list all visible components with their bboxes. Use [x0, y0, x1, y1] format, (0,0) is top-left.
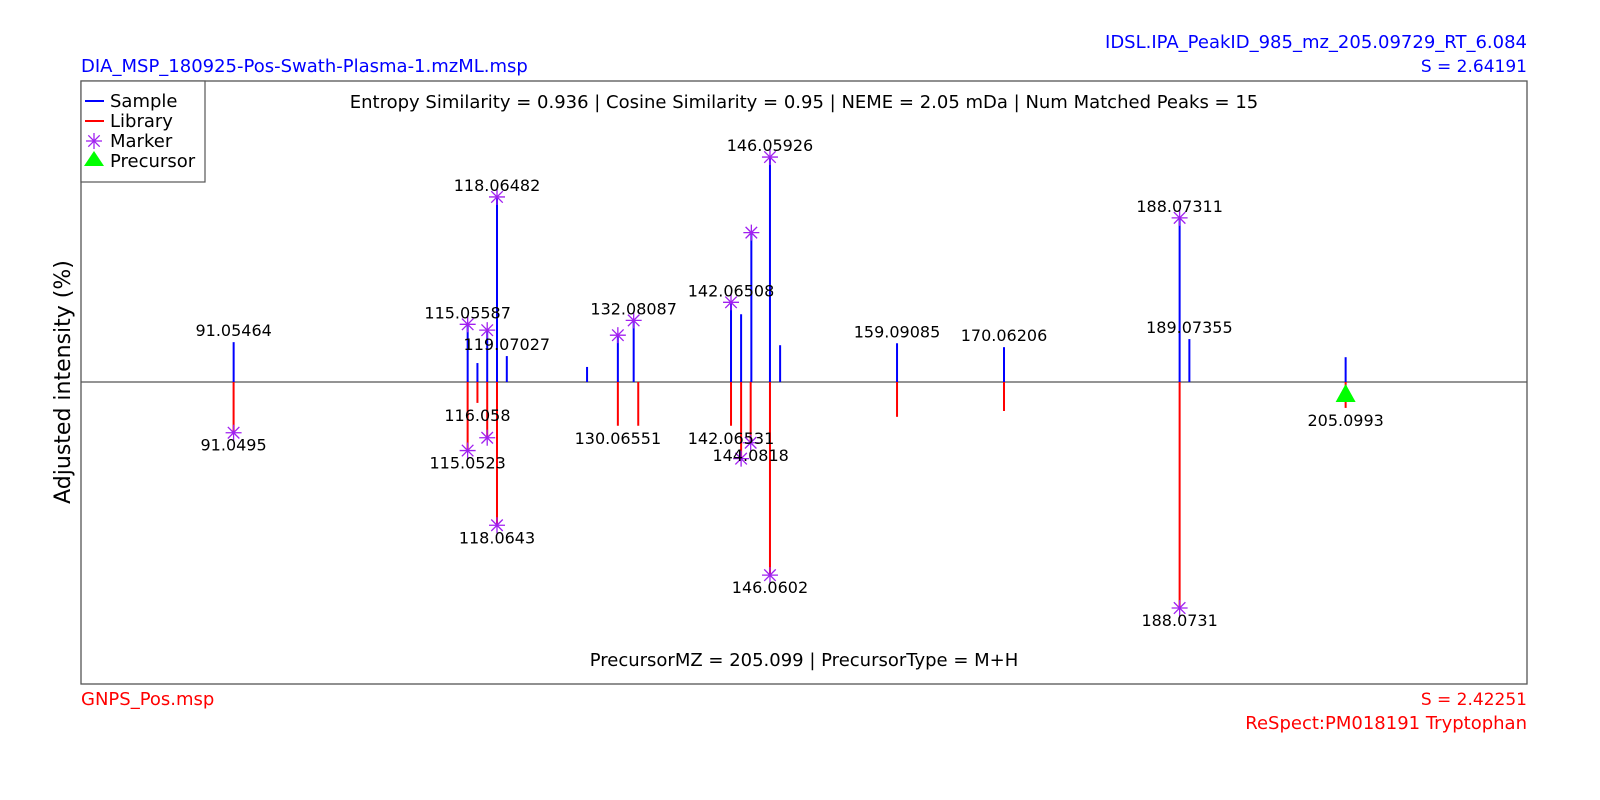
library-peak-marker: [488, 517, 505, 534]
sample-peak-label: 115.05587: [424, 303, 511, 322]
sample-peak-marker: [723, 294, 740, 311]
sample-peak-label: 132.08087: [590, 299, 677, 318]
library-peak-marker: [742, 434, 759, 451]
precursor-info-text: PrecursorMZ = 205.099 | PrecursorType = …: [590, 650, 1019, 671]
library-peak-marker: [1171, 600, 1188, 617]
sample-peak-label: 159.09085: [854, 322, 941, 341]
peaks-layer: [232, 157, 1347, 609]
library-peak-label: 146.0602: [732, 578, 808, 597]
library-peak-label: 130.06551: [575, 429, 662, 448]
sample-peak-marker: [459, 316, 476, 333]
sample-peak-label: 146.05926: [727, 136, 814, 155]
precursor-marker: [1335, 384, 1356, 402]
sample-peak-marker: [743, 224, 760, 241]
bottom-id-text: ReSpect:PM018191 Tryptophan: [1245, 713, 1527, 734]
sample-peak-marker: [489, 188, 506, 205]
legend-precursor-swatch: [84, 151, 104, 166]
library-peak-marker: [479, 429, 496, 446]
bottom-source-text: GNPS_Pos.msp: [81, 689, 214, 710]
library-peak-label: 118.0643: [459, 528, 535, 547]
sample-peak-label: 142.06508: [688, 281, 775, 300]
library-peak-marker: [459, 442, 476, 459]
library-peak-label: 205.0993: [1307, 411, 1383, 430]
legend-marker-label: Marker: [110, 131, 173, 152]
sample-peak-marker: [761, 149, 778, 166]
markers-layer: [225, 149, 1356, 617]
y-axis-label: Adjusted intensity (%): [51, 260, 76, 504]
sample-peak-marker: [1171, 209, 1188, 226]
library-peak-label: 142.06531: [688, 429, 775, 448]
legend-marker-swatch: [86, 133, 102, 149]
library-peak-label: 116.058: [444, 406, 510, 425]
library-peak-marker: [225, 424, 242, 441]
top-id-text: IDSL.IPA_PeakID_985_mz_205.09729_RT_6.08…: [1105, 32, 1527, 53]
sample-peak-label: 118.06482: [454, 176, 541, 195]
sample-peak-marker: [479, 322, 496, 339]
legend-precursor-label: Precursor: [110, 151, 196, 172]
sample-peak-label: 170.06206: [961, 326, 1048, 345]
sample-peak-label: 189.07355: [1146, 318, 1233, 337]
library-peak-marker: [733, 450, 750, 467]
legend-sample-label: Sample: [110, 91, 178, 112]
similarity-text: Entropy Similarity = 0.936 | Cosine Simi…: [350, 92, 1259, 113]
library-peak-label: 115.0523: [429, 454, 505, 473]
library-peak-label: 144.0818: [713, 446, 789, 465]
library-peak-marker: [761, 567, 778, 584]
library-peak-label: 188.0731: [1141, 611, 1217, 630]
sample-peak-marker: [609, 327, 626, 344]
sample-peak-label: 91.05464: [195, 321, 271, 340]
sample-peak-label: 119.07027: [464, 335, 551, 354]
peak-labels-layer: 91.05464 115.05587 118.06482 119.07027 132.0…: [195, 136, 1383, 630]
legend-library-label: Library: [110, 111, 173, 132]
sample-peak-label: 188.07311: [1136, 197, 1223, 216]
top-source-text: DIA_MSP_180925-Pos-Swath-Plasma-1.mzML.m…: [81, 56, 528, 77]
bottom-score-text: S = 2.42251: [1421, 690, 1527, 710]
top-score-text: S = 2.64191: [1421, 57, 1527, 77]
library-peak-label: 91.0495: [201, 436, 267, 455]
sample-peak-marker: [625, 312, 642, 329]
legend: Sample Library Marker Precursor: [80, 80, 206, 183]
